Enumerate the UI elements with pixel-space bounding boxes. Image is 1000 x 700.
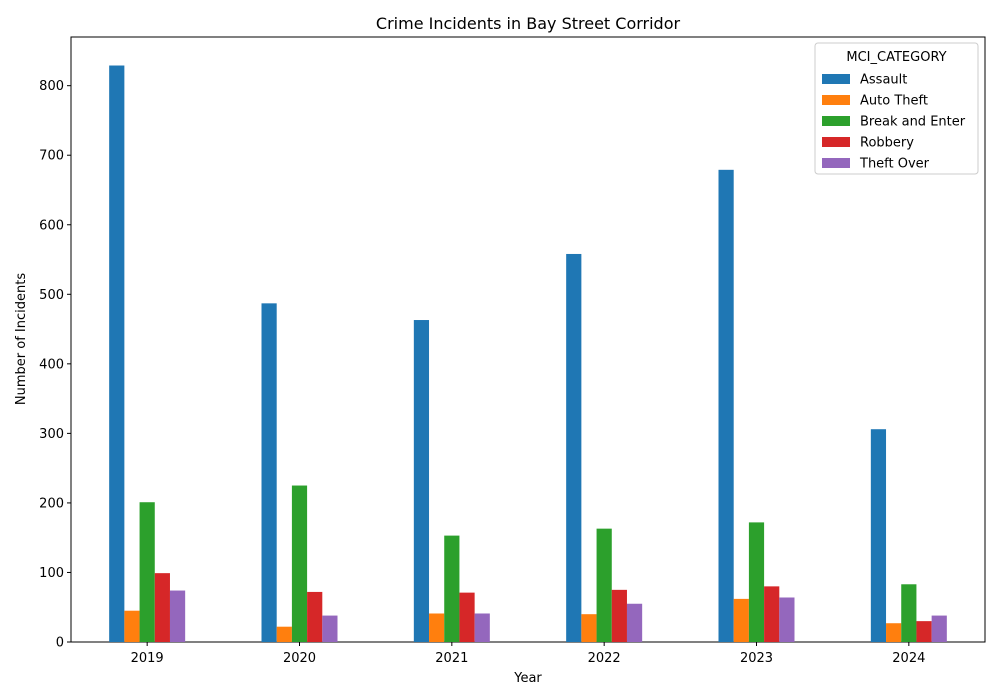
bar-robbery-2020 (307, 591, 323, 642)
bar-assault-2023 (718, 169, 734, 642)
bar-auto-theft-2020 (276, 626, 292, 642)
legend-swatch-break-and-enter (822, 116, 850, 126)
bar-theft-over-2022 (626, 603, 643, 642)
bar-break-and-enter-2022 (596, 528, 612, 642)
x-axis-label: Year (513, 671, 542, 686)
bar-assault-2022 (566, 253, 582, 642)
bar-robbery-2024 (916, 621, 932, 642)
bar-break-and-enter-2019 (139, 502, 155, 642)
plot-area (70, 36, 986, 643)
bar-robbery-2021 (459, 592, 475, 642)
plot-frame (70, 36, 986, 643)
x-tick-label: 2024 (892, 651, 925, 666)
x-tick-label: 2019 (131, 651, 164, 666)
y-tick-label: 600 (39, 218, 64, 233)
bar-theft-over-2020 (322, 615, 338, 642)
chart-title: Crime Incidents in Bay Street Corridor (376, 14, 681, 33)
x-tick-label: 2020 (283, 651, 316, 666)
legend-label-theft-over: Theft Over (859, 157, 930, 172)
legend-swatch-assault (822, 74, 850, 84)
bar-break-and-enter-2020 (291, 485, 308, 642)
x-tick-label: 2022 (588, 651, 621, 666)
legend-swatch-theft-over (822, 158, 850, 168)
bar-robbery-2022 (611, 589, 627, 642)
y-tick-label: 0 (56, 636, 64, 651)
bar-auto-theft-2022 (581, 614, 597, 642)
bar-assault-2024 (870, 429, 887, 642)
legend-label-break-and-enter: Break and Enter (860, 115, 966, 130)
bars-group (109, 65, 947, 643)
x-axis: 2019 2020 2021 2022 2023 2024 (131, 642, 925, 666)
legend-box (814, 42, 979, 175)
bar-theft-over-2023 (779, 597, 795, 642)
y-axis: 0 100 200 300 400 500 600 700 800 (39, 79, 71, 651)
y-tick-label: 300 (39, 427, 64, 442)
bar-assault-2021 (413, 320, 430, 642)
legend: MCI_CATEGORY Assault Auto Theft Break and E… (814, 42, 979, 175)
bar-auto-theft-2023 (733, 598, 749, 642)
bar-theft-over-2021 (474, 613, 490, 642)
y-tick-label: 700 (39, 149, 64, 164)
y-tick-label: 200 (39, 496, 64, 511)
legend-label-robbery: Robbery (860, 136, 914, 151)
bar-auto-theft-2024 (886, 623, 902, 642)
bar-assault-2019 (109, 65, 125, 643)
bar-assault-2020 (261, 303, 277, 642)
bar-robbery-2019 (154, 573, 170, 642)
y-tick-label: 100 (39, 566, 64, 581)
x-tick-label: 2021 (435, 651, 468, 666)
bar-auto-theft-2021 (429, 613, 445, 642)
y-tick-label: 500 (39, 288, 64, 303)
bar-theft-over-2019 (169, 590, 186, 642)
legend-swatch-auto-theft (822, 95, 850, 105)
y-tick-label: 400 (39, 357, 64, 372)
y-tick-label: 800 (39, 79, 64, 94)
y-axis-label: Number of Incidents (14, 273, 29, 405)
bar-break-and-enter-2023 (748, 522, 765, 642)
x-tick-label: 2023 (740, 651, 773, 666)
legend-label-auto-theft: Auto Theft (860, 94, 928, 109)
bar-robbery-2023 (764, 586, 780, 642)
legend-label-assault: Assault (860, 73, 907, 88)
bar-auto-theft-2019 (124, 610, 140, 642)
legend-title: MCI_CATEGORY (846, 50, 946, 65)
legend-swatch-robbery (822, 137, 850, 147)
bar-break-and-enter-2021 (444, 535, 460, 642)
bar-theft-over-2024 (931, 615, 947, 642)
bar-break-and-enter-2024 (901, 584, 917, 642)
